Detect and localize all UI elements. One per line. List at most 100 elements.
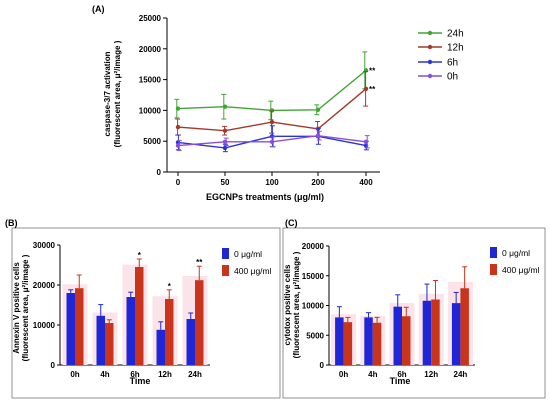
panel-b-y-tick-label: 10000: [33, 321, 56, 330]
panel-c-y-tick-label: 15000: [302, 272, 325, 281]
panel-a-x-tick-label: 400: [359, 178, 373, 187]
panel-a-x-tick-label: 0: [176, 178, 181, 187]
panel-b-significance-marker: **: [196, 258, 203, 267]
panel-a-legend-label: 0h: [447, 72, 458, 83]
panel-a-y-tick-label: 0: [157, 168, 162, 177]
panel-b-significance-marker: *: [138, 251, 142, 260]
panel-a-legend-label: 6h: [447, 58, 458, 69]
panel-c-bar: [422, 300, 432, 365]
panel-c-legend-label: 0 μg/ml: [502, 248, 530, 258]
panel-c-xlabel: Time: [390, 376, 411, 386]
panel-a-plot: 0 5000 10000 15000 20000 25000 0 50 100 200 400 ** *…: [139, 14, 464, 187]
panel-c-y-tick-label: 0: [320, 361, 325, 370]
panel-c-bar: [343, 322, 353, 365]
panel-b-x-tick-label: 12h: [158, 370, 172, 379]
panel-a-data-point: [222, 145, 228, 151]
panel-c-ylabel-line2: (fluorescent area, μ²/image ): [292, 251, 301, 358]
panel-c-bar: [393, 306, 402, 365]
panel-b-frame: [11, 227, 281, 399]
panel-a-data-point: [222, 104, 228, 109]
panel-c-x-tick-label: 12h: [424, 370, 438, 379]
panel-a-data-point: [175, 124, 181, 130]
panel-b-ylabel-line2: (fluorescent area, μ²/image ): [21, 254, 30, 361]
panel-b-x-tick-label: 6h: [130, 370, 139, 379]
panel-b-bar: [195, 280, 204, 365]
panel-b-ylabel-line1: Annexin V positive cells: [12, 262, 21, 354]
panel-a-ylabel-line1: caspase-3/7 activation: [103, 51, 112, 136]
panel-c-frame: [282, 227, 546, 399]
panel-b-label: (B): [5, 218, 18, 228]
panel-a-legend-label: 24h: [447, 29, 464, 40]
panel-c-plot: 0 5000 10000 15000 20000 0h 4h 6h 12h 24h 0 μg/ml 4…: [302, 242, 540, 379]
panel-c-y-tick-label: 5000: [306, 331, 324, 340]
panel-b-bar: [66, 293, 75, 365]
panel-c-x-tick-label: 4h: [368, 370, 377, 379]
panel-a-significance-marker: **: [369, 85, 376, 94]
panel-c-y-tick-label: 20000: [302, 242, 325, 251]
panel-a-data-point: [315, 107, 321, 112]
panel-a-y-tick-label: 15000: [139, 76, 162, 85]
panel-a-legend-swatch-marker: [427, 73, 433, 79]
panel-c-bar: [402, 316, 411, 365]
panel-b-legend-label: 400 μg/ml: [234, 266, 272, 276]
panel-a-significance-marker: **: [369, 66, 376, 75]
panel-a-legend-swatch-marker: [427, 44, 433, 50]
panel-b-bar: [105, 323, 114, 365]
panel-c-bar: [372, 322, 382, 365]
panel-b-xlabel: Time: [130, 376, 151, 386]
panel-a-x-tick-label: 50: [221, 178, 230, 187]
panel-a-ylabel-line2: (fluorescent area, μ²/image ): [113, 40, 122, 147]
panel-b-y-tick-label: 30000: [33, 241, 56, 250]
panel-a-legend-swatch-marker: [427, 30, 433, 36]
panel-b-bar: [96, 315, 105, 365]
panel-c-bar: [460, 288, 469, 365]
panel-b-bar: [135, 267, 144, 365]
panel-a-data-point: [363, 139, 369, 145]
panel-b-legend-swatch: [222, 248, 229, 259]
panel-c-bar: [431, 299, 440, 365]
panel-b-bar: [165, 299, 174, 365]
panel-a-y-tick-label: 25000: [139, 14, 162, 23]
panel-c-x-tick-label: 0h: [339, 370, 348, 379]
panel-a-data-point: [222, 139, 228, 145]
panel-b-bar: [186, 319, 195, 365]
panel-c-ylabel-line1: cytotox positive cells: [283, 264, 292, 345]
panel-a-legend-label: 12h: [447, 43, 464, 54]
panel-a-y-tick-label: 5000: [143, 137, 161, 146]
panel-a-data-point: [222, 128, 228, 133]
panel-b-x-tick-label: 4h: [100, 370, 109, 379]
panel-b-bar: [126, 297, 135, 365]
panel-a-y-tick-label: 20000: [139, 45, 162, 54]
panel-a-data-point: [315, 133, 321, 138]
panel-a-data-point: [363, 86, 369, 92]
panel-c-label: (C): [285, 218, 298, 228]
panel-b-legend-swatch: [222, 265, 229, 276]
panel-a-data-point: [175, 143, 181, 148]
panel-c-bar: [364, 317, 373, 365]
panel-b-x-tick-label: 24h: [188, 370, 202, 379]
panel-b-bar: [156, 329, 165, 365]
panel-a-xlabel: EGCNPs treatments (μg/ml): [206, 192, 324, 202]
panel-a-series-line-24h: [177, 69, 367, 112]
panel-a-x-tick-label: 100: [265, 178, 279, 187]
panel-b-bar: [75, 288, 84, 365]
panel-c-legend-label: 400 μg/ml: [502, 265, 540, 275]
panel-c-bar: [451, 303, 461, 365]
panel-b-y-tick-label: 20000: [33, 281, 56, 290]
panel-a-legend-swatch-marker: [427, 59, 433, 65]
panel-c-x-tick-label: 24h: [454, 370, 468, 379]
panel-b-y-tick-label: 0: [51, 361, 56, 370]
panel-c-bar: [335, 317, 344, 365]
panel-c-y-tick-label: 10000: [302, 302, 325, 311]
panel-a-data-point: [175, 106, 181, 111]
panel-a-label: (A): [92, 4, 105, 14]
panel-b-significance-marker: *: [168, 282, 172, 291]
panel-a-data-point: [269, 139, 275, 145]
panel-a-y-tick-label: 10000: [139, 106, 162, 115]
panel-c-legend-swatch: [490, 264, 497, 275]
panel-b-legend-label: 0 μg/ml: [234, 249, 262, 259]
panel-a-x-tick-label: 200: [311, 178, 325, 187]
panel-c-x-tick-label: 6h: [397, 370, 406, 379]
